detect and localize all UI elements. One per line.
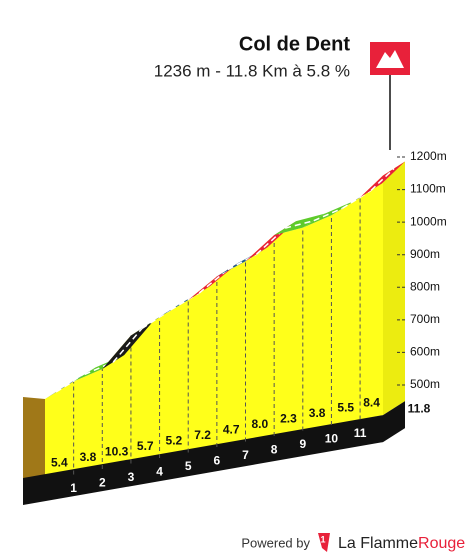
gradient-label: 3.8 [309,406,326,420]
x-tick-label: 9 [299,437,306,451]
y-tick-label: 600m [410,345,440,359]
segment-dash [227,253,257,271]
y-tick-label: 1100m [410,182,446,196]
segment-dash [84,361,114,376]
gradient-label: 8.0 [251,417,268,431]
x-tick-label: 10 [325,432,339,446]
x-tick-label: 11 [354,426,367,440]
flag-mountain [376,50,404,68]
gradient-label: 8.4 [363,395,380,409]
segment-dash [342,189,372,209]
gradient-label: 10.3 [105,444,129,458]
brand-accent: Rouge [418,535,465,552]
y-tick-label: 800m [410,279,440,293]
footer-powered: Powered by [241,535,310,550]
gradient-label: 5.7 [137,439,154,453]
segment-dash [55,373,86,393]
x-tick-label: 8 [271,443,278,457]
gradient-label: 5.2 [166,433,183,447]
gradient-segment [188,262,239,300]
x-end-label: 11.8 [408,401,431,415]
gradient-label: 4.7 [223,422,240,436]
logo-icon [318,533,330,552]
base-band [23,401,405,505]
x-tick-label: 7 [242,448,249,462]
x-tick-label: 1 [70,481,77,495]
segment-dash [284,219,314,229]
segment-dash [313,207,343,222]
y-tick-label: 700m [410,312,440,326]
gradient-label: 5.4 [51,455,68,469]
y-tick-label: 900m [410,247,440,261]
segment-dash [112,327,143,363]
logo-mark: 1 [320,534,325,544]
x-tick-label: 5 [185,459,192,473]
segment-dash [170,292,200,311]
segment-dash [141,309,171,330]
x-tick-label: 6 [214,454,221,468]
segment-dash [370,167,395,191]
profile-left [23,397,45,480]
footer-brand: La FlammeRouge [338,535,465,552]
y-tick-label: 500m [410,377,440,391]
profile-side [383,161,405,416]
profile-face [45,175,383,480]
y-tick-label: 1000m [410,214,447,228]
gradient-label: 2.3 [280,411,297,425]
chart-subtitle: 1236 m - 11.8 Km à 5.8 % [154,61,350,80]
y-tick-label: 1200m [410,149,447,163]
segment-dash [198,268,229,294]
footer-logo: 1 [318,533,330,552]
x-tick-label: 4 [156,465,163,479]
x-tick-label: 2 [99,476,106,490]
brand-main: La Flamme [338,535,418,552]
chart-title: Col de Dent [239,33,350,55]
gradient-label: 3.8 [80,450,97,464]
x-tick-label: 3 [128,470,135,484]
gradient-label: 7.2 [194,428,211,442]
gradient-label: 5.5 [337,400,354,414]
